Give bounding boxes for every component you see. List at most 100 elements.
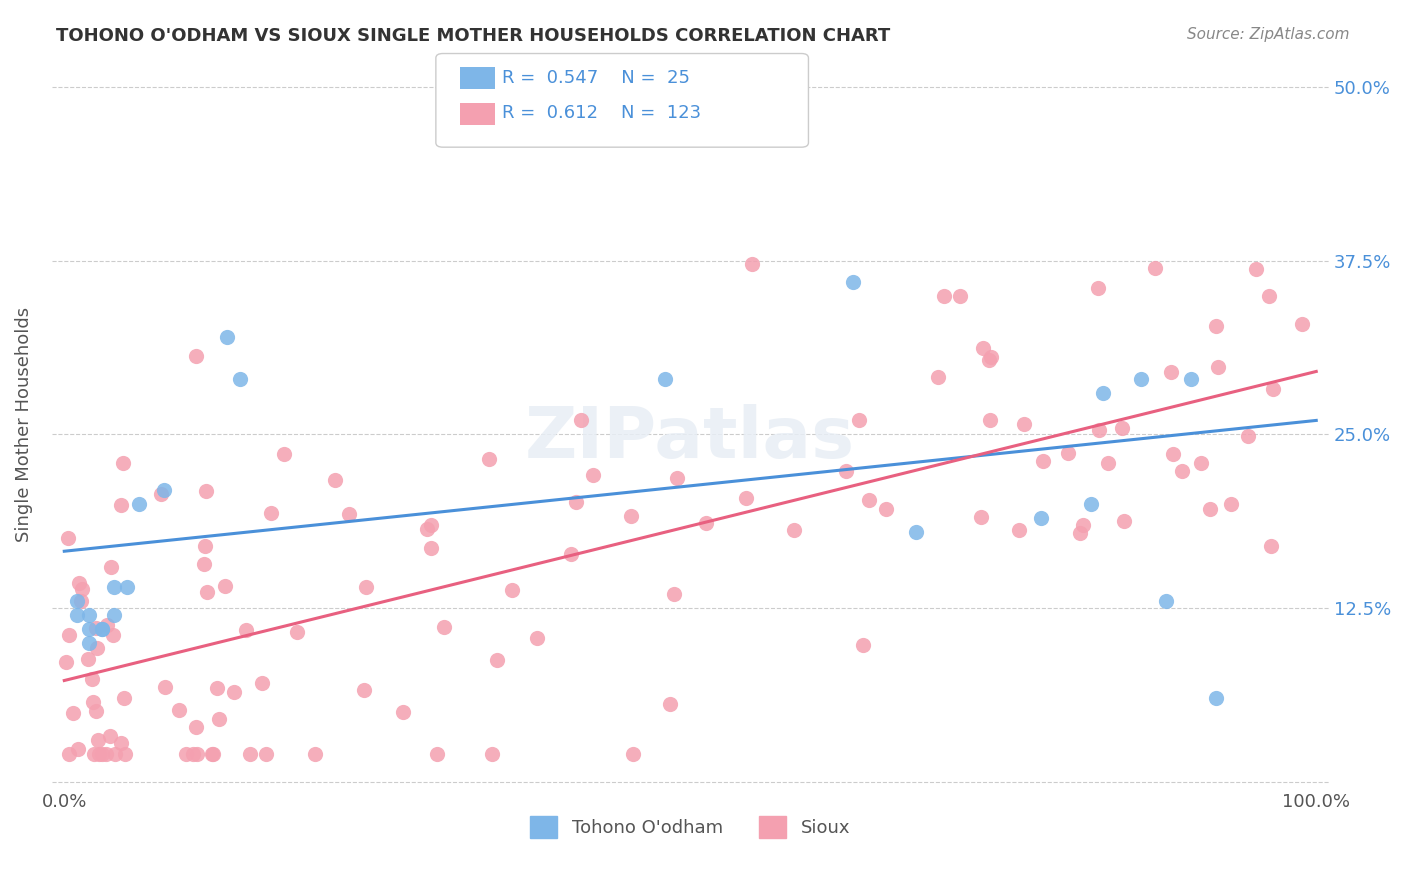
Point [58,747,80,761]
Point [285,624,308,639]
Point [186,747,208,761]
Point [186,720,208,734]
Point [250,675,273,690]
Point [239,747,262,761]
Point [79,636,101,650]
Point [654,372,676,386]
Point [181,747,204,761]
Point [1219,497,1241,511]
Point [103,580,125,594]
Point [1205,691,1227,706]
Point [103,747,125,761]
Point [835,465,858,479]
Point [184,349,207,363]
Point [195,585,218,599]
Point [526,632,548,646]
Point [621,747,644,761]
Point [67,575,90,590]
Point [103,607,125,622]
Point [658,697,681,711]
Text: R =  0.547    N =  25: R = 0.547 N = 25 [502,69,690,87]
Point [260,506,283,520]
Point [155,680,177,694]
Point [419,541,441,555]
Point [111,456,134,470]
Point [101,628,124,642]
Y-axis label: Single Mother Households: Single Mother Households [15,307,32,541]
Point [734,491,756,505]
Point [1088,423,1111,437]
Point [569,412,592,426]
Point [84,621,107,635]
Point [87,747,110,761]
Point [848,413,870,427]
Point [972,341,994,355]
Point [194,539,217,553]
Point [55,655,77,669]
Text: ZIPatlas: ZIPatlas [526,404,855,473]
Point [486,652,509,666]
Point [193,557,215,571]
Point [100,560,122,574]
Point [79,622,101,636]
Point [1080,497,1102,511]
Point [273,447,295,461]
Point [72,582,94,596]
Point [201,747,224,761]
Point [481,747,503,761]
Point [83,747,105,761]
Point [80,672,103,686]
Point [416,523,439,537]
Point [932,288,955,302]
Point [852,638,875,652]
Point [66,742,89,756]
Point [66,607,89,622]
Point [1263,382,1285,396]
Point [1008,523,1031,537]
Point [66,594,89,608]
Point [392,705,415,719]
Point [224,684,246,698]
Point [79,607,101,622]
Point [662,587,685,601]
Point [1258,289,1281,303]
Point [87,733,110,747]
Point [1160,365,1182,379]
Point [1154,594,1177,608]
Point [215,330,238,344]
Point [783,523,806,537]
Point [425,747,447,761]
Point [979,413,1001,427]
Point [927,370,949,384]
Point [858,492,880,507]
Point [90,747,112,761]
Point [174,747,197,761]
Point [501,582,523,597]
Point [90,622,112,636]
Point [1087,281,1109,295]
Point [1161,447,1184,461]
Point [1144,260,1167,275]
Point [419,517,441,532]
Point [1092,385,1115,400]
Point [112,691,135,706]
Point [214,579,236,593]
Point [94,747,117,761]
Point [904,524,927,539]
Point [1237,428,1260,442]
Point [202,747,225,761]
Point [565,495,588,509]
Point [1129,372,1152,386]
Point [582,468,605,483]
Point [84,704,107,718]
Point [62,706,84,721]
Point [110,736,132,750]
Point [1071,518,1094,533]
Point [1189,456,1212,470]
Text: TOHONO O'ODHAM VS SIOUX SINGLE MOTHER HOUSEHOLDS CORRELATION CHART: TOHONO O'ODHAM VS SIOUX SINGLE MOTHER HO… [56,27,890,45]
Point [695,516,717,530]
Point [980,350,1002,364]
Point [1206,360,1229,375]
Point [1032,454,1054,468]
Point [58,627,80,641]
